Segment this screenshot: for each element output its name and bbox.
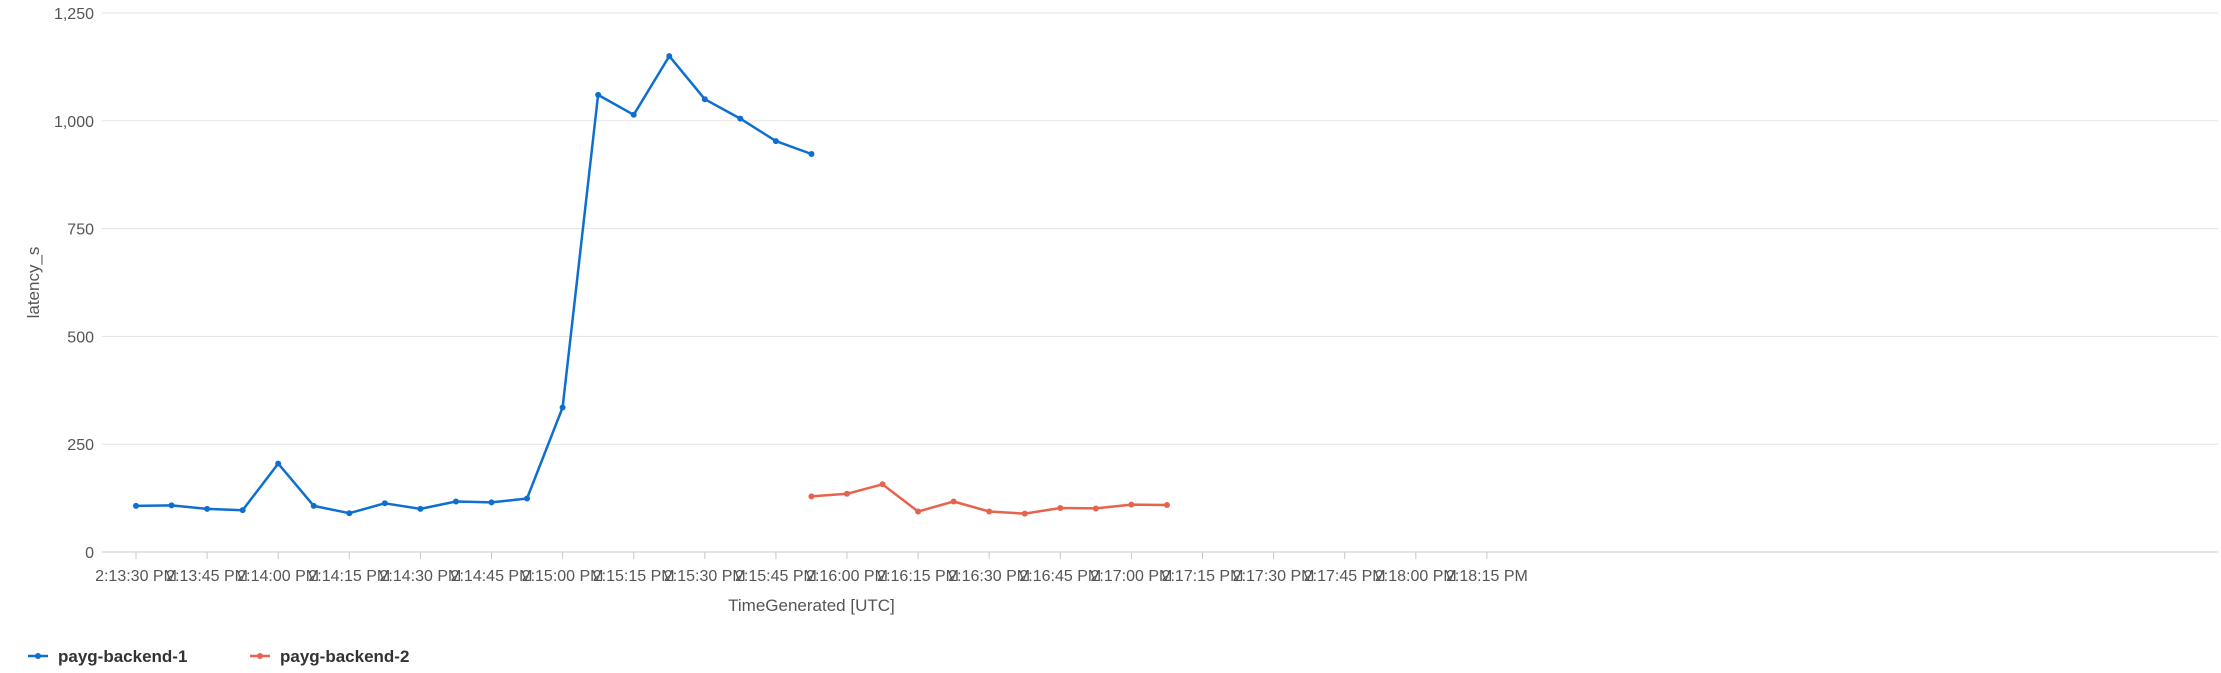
y-tick-label: 0 bbox=[85, 545, 94, 562]
y-tick-label: 250 bbox=[67, 437, 94, 454]
data-point[interactable] bbox=[808, 493, 815, 500]
data-point[interactable] bbox=[950, 498, 957, 505]
data-point[interactable] bbox=[239, 507, 246, 514]
y-tick-label: 750 bbox=[67, 222, 94, 239]
x-tick-label: 2:18:15 PM bbox=[1446, 568, 1528, 585]
x-tick-label: 2:17:45 PM bbox=[1304, 568, 1386, 585]
x-tick-label: 2:15:30 PM bbox=[664, 568, 746, 585]
data-point[interactable] bbox=[630, 111, 637, 118]
data-point[interactable] bbox=[772, 138, 779, 145]
y-axis-title: latency_s bbox=[24, 247, 43, 319]
data-point[interactable] bbox=[452, 498, 459, 505]
x-tick-label: 2:14:45 PM bbox=[451, 568, 533, 585]
x-tick-label: 2:17:30 PM bbox=[1233, 568, 1315, 585]
legend[interactable]: payg-backend-1 payg-backend-2 bbox=[28, 647, 409, 666]
data-point[interactable] bbox=[1128, 501, 1135, 508]
data-point[interactable] bbox=[488, 499, 495, 506]
x-axis-title: TimeGenerated [UTC] bbox=[728, 596, 895, 615]
data-point[interactable] bbox=[524, 495, 531, 502]
data-point[interactable] bbox=[986, 508, 993, 515]
data-point[interactable] bbox=[1021, 510, 1028, 517]
x-tick-label: 2:13:30 PM bbox=[95, 568, 177, 585]
data-point[interactable] bbox=[204, 505, 211, 512]
x-tick-label: 2:16:00 PM bbox=[806, 568, 888, 585]
y-tick-label: 1,250 bbox=[54, 6, 94, 23]
legend-marker-icon bbox=[257, 653, 263, 659]
data-point[interactable] bbox=[808, 151, 815, 158]
x-tick-label: 2:16:15 PM bbox=[877, 568, 959, 585]
x-tick-label: 2:18:00 PM bbox=[1375, 568, 1457, 585]
x-tick-label: 2:17:00 PM bbox=[1090, 568, 1172, 585]
data-point[interactable] bbox=[346, 510, 353, 517]
data-point[interactable] bbox=[879, 481, 886, 488]
x-tick-label: 2:16:30 PM bbox=[948, 568, 1030, 585]
x-tick-label: 2:13:45 PM bbox=[166, 568, 248, 585]
series-line[interactable] bbox=[135, 54, 812, 515]
legend-item[interactable]: payg-backend-1 bbox=[28, 647, 187, 666]
data-point[interactable] bbox=[275, 460, 282, 467]
x-tick-label: 2:16:45 PM bbox=[1019, 568, 1101, 585]
legend-marker-icon bbox=[35, 653, 41, 659]
data-point[interactable] bbox=[417, 505, 424, 512]
data-point[interactable] bbox=[381, 500, 388, 507]
x-tick-label: 2:14:15 PM bbox=[308, 568, 390, 585]
series-layer bbox=[133, 53, 1170, 517]
data-point[interactable] bbox=[701, 96, 708, 103]
x-tick-label: 2:14:00 PM bbox=[237, 568, 319, 585]
legend-label: payg-backend-2 bbox=[280, 647, 409, 666]
data-point[interactable] bbox=[737, 115, 744, 122]
legend-label: payg-backend-1 bbox=[58, 647, 187, 666]
data-point[interactable] bbox=[1057, 505, 1064, 512]
x-tick-label: 2:14:30 PM bbox=[379, 568, 461, 585]
series-payg-backend-2[interactable] bbox=[808, 481, 1170, 517]
data-point[interactable] bbox=[133, 502, 139, 509]
data-point[interactable] bbox=[915, 508, 922, 515]
x-tick-label: 2:15:45 PM bbox=[735, 568, 817, 585]
x-axis: 2:13:30 PM2:13:45 PM2:14:00 PM2:14:15 PM… bbox=[95, 552, 1528, 585]
y-axis: 0 250 500 750 1,000 1,250 bbox=[54, 6, 94, 562]
data-point[interactable] bbox=[1163, 501, 1170, 508]
data-point[interactable] bbox=[595, 91, 602, 98]
series-payg-backend-1[interactable] bbox=[133, 53, 815, 517]
data-point[interactable] bbox=[844, 490, 850, 497]
legend-item[interactable]: payg-backend-2 bbox=[250, 647, 409, 666]
y-tick-label: 500 bbox=[67, 329, 94, 346]
data-point[interactable] bbox=[666, 53, 673, 60]
data-point[interactable] bbox=[168, 502, 175, 509]
data-point[interactable] bbox=[1092, 505, 1099, 512]
data-point[interactable] bbox=[559, 404, 566, 411]
grid-layer bbox=[102, 12, 2218, 553]
data-point[interactable] bbox=[310, 502, 317, 509]
y-tick-label: 1,000 bbox=[54, 114, 94, 131]
x-tick-label: 2:17:15 PM bbox=[1162, 568, 1244, 585]
x-tick-label: 2:15:15 PM bbox=[593, 568, 675, 585]
x-tick-label: 2:15:00 PM bbox=[522, 568, 604, 585]
